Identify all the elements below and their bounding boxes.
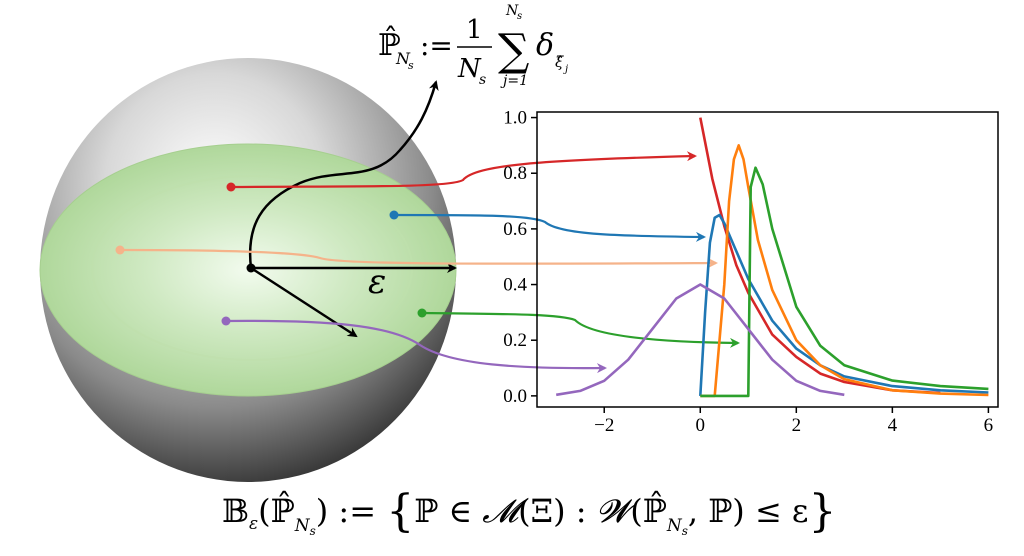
formula-top-sum-upper-sub: s [517,11,522,22]
curve-blue [699,213,989,396]
y-tick-label: 0.6 [503,219,527,240]
y-tick-label: 0.0 [503,386,527,407]
red-connector [230,151,697,189]
formula-top-lhs: ℙ̂ [378,26,401,63]
formula-bottom-arg-subsub: s [310,524,316,538]
curve-orange [700,144,989,398]
plot-curves [555,117,989,398]
center-to-formula-arrow [248,80,439,269]
epsilon-label: ε [368,262,386,302]
density-plot: −2 0 2 4 6 0.0 0.2 0.4 0.6 0.8 1.0 [503,108,999,436]
formula-bottom-assign: := [328,492,386,530]
center-point [246,263,256,273]
empirical-distribution-formula: ℙ̂ N s := 1 N s ∑ N s j=1 δ ξ̂ j [378,3,568,89]
purple-sample-point [221,316,231,326]
formula-top-sum-lower: j=1 [500,73,528,89]
formula-bottom-open: (ℙ̂ [258,490,295,530]
x-tick-label: 6 [984,415,994,436]
formula-top-frac-den-sub: s [479,72,486,88]
formula-top-delta-subsub: j [563,64,568,75]
formula-top-assign: := [420,29,453,62]
connector-arrows [115,151,740,374]
y-tick-label: 0.2 [503,330,527,351]
formula-bottom-body3: (ℙ̂ [630,490,667,530]
peach-sample-point [115,245,125,255]
curve-red [699,117,941,395]
formula-bottom-b-sub: ε [249,514,258,534]
formula-bottom: 𝔹ε(ℙ̂Ns) := {ℙ ∈ 𝓜(Ξ) : 𝓦(ℙ̂Ns, ℙ) ≤ ε} [222,486,837,538]
formula-bottom-close: ) [316,492,328,530]
formula-top-lhs-sub: N [395,49,411,68]
formula-top-delta-sub: ξ̂ [555,53,564,71]
red-sample-point [226,182,236,192]
formula-bottom-set-open: { [386,486,414,537]
formula-top-lhs-subsub: s [408,59,414,72]
formula-top-sum-upper: N [505,3,519,19]
y-tick-label: 1.0 [503,108,527,129]
formula-bottom-calW: 𝓦 [597,492,637,530]
formula-bottom-set-close: } [809,486,837,537]
formula-top-delta: δ [536,28,554,63]
formula-bottom-arg-sub: N [294,516,311,536]
formula-top-frac-num: 1 [466,15,483,45]
y-axis-ticks: 0.0 0.2 0.4 0.6 0.8 1.0 [503,108,537,407]
y-tick-label: 0.4 [503,275,527,296]
blue-connector [393,213,706,242]
formula-bottom-body1: ℙ ∈ [414,492,482,530]
green-connector [421,311,740,348]
y-tick-label: 0.8 [503,163,527,184]
x-tick-label: 2 [792,415,802,436]
formula-bottom-body4: , ℙ) ≤ ε [688,492,809,530]
x-tick-label: 4 [888,415,898,436]
x-axis-ticks: −2 0 2 4 6 [594,407,993,436]
plot-frame [536,111,999,408]
formula-top-sum: ∑ [498,25,529,76]
x-tick-label: −2 [594,415,614,436]
purple-connector [225,319,607,374]
x-tick-label: 0 [696,415,706,436]
formula-bottom-body2: (Ξ) : [518,492,597,530]
formula-bottom-w-subsub: s [682,524,688,538]
formula-bottom-w-sub: N [666,516,683,536]
ambiguity-set-formula: 𝔹ε(ℙ̂Ns) := {ℙ ∈ 𝓜(Ξ) : 𝓦(ℙ̂Ns, ℙ) ≤ ε} [222,486,837,538]
curve-purple [555,283,845,397]
curve-green [700,166,989,398]
blue-sample-point [389,210,399,220]
formula-top-frac-den: N [457,54,482,84]
green-sample-point [417,308,427,318]
formula-bottom-b: 𝔹 [222,492,249,530]
peach-connector [119,248,718,269]
